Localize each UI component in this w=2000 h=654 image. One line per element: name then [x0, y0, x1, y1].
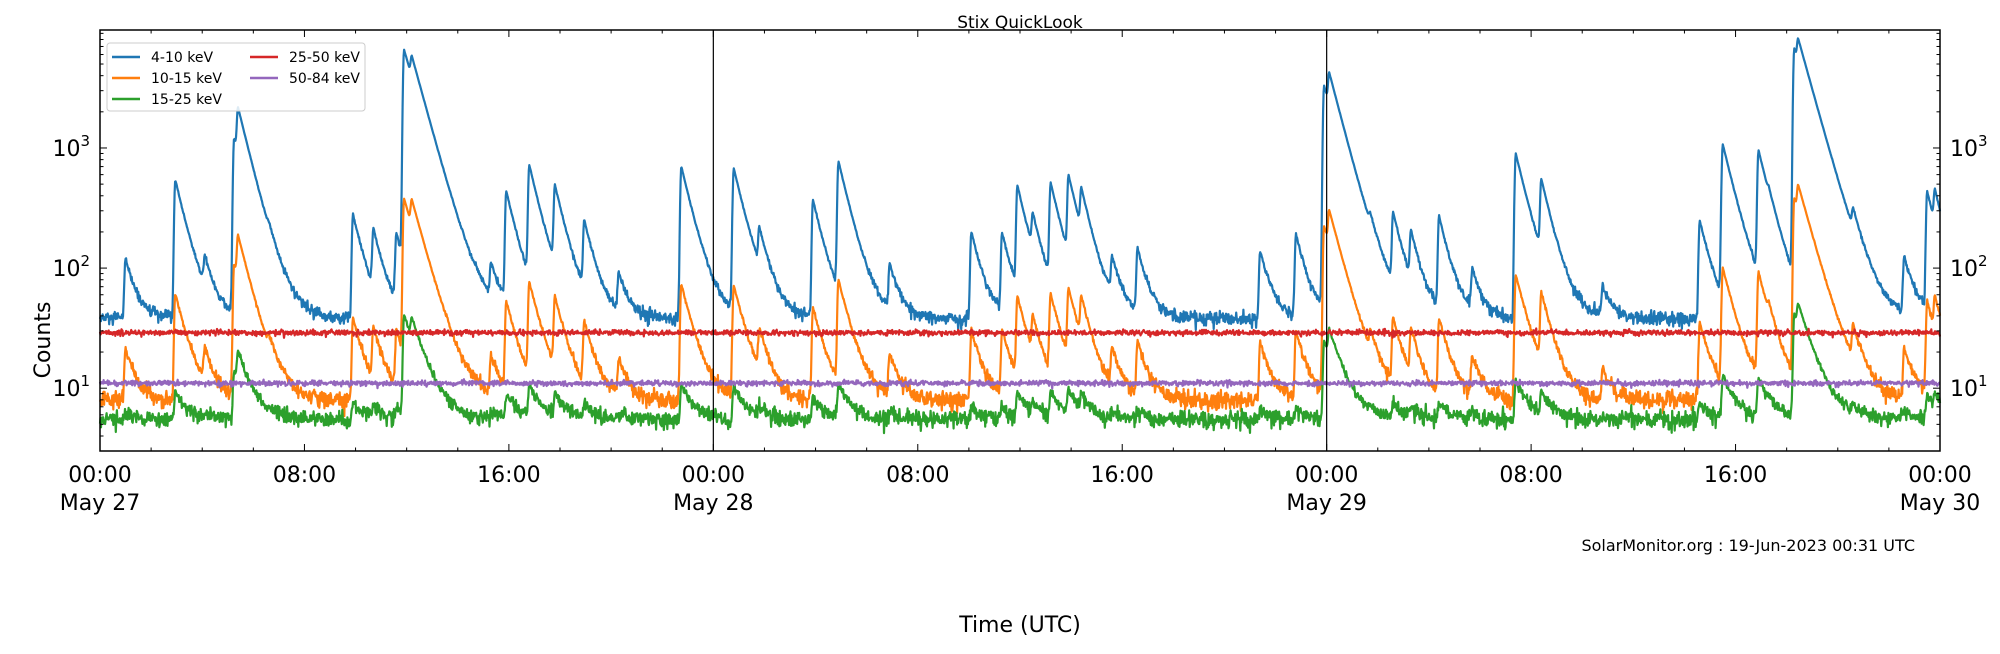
y-tick-base: 10	[52, 377, 80, 402]
y-tick-exponent: 1	[1978, 372, 1988, 390]
x-tick-date-label: May 29	[1286, 491, 1366, 516]
y-tick-exponent: 3	[80, 132, 90, 150]
legend-label: 10-15 keV	[151, 71, 222, 87]
y-tick-base: 10	[52, 257, 80, 282]
x-tick-label: 00:00	[682, 463, 745, 488]
x-axis-label: Time (UTC)	[958, 613, 1081, 638]
y-tick-base: 10	[52, 137, 80, 162]
y-tick-label: 103	[52, 132, 90, 162]
x-tick-label: 08:00	[273, 463, 336, 488]
x-tick-date-label: May 28	[673, 491, 753, 516]
series-line-15-25-kev	[98, 302, 1942, 435]
y-axis-label: Counts	[31, 302, 56, 379]
y-tick-label-right: 101	[1950, 372, 1988, 402]
x-tick-date-label: May 30	[1900, 491, 1980, 516]
legend-label: 50-84 keV	[289, 71, 360, 87]
x-tick-label: 00:00	[68, 463, 131, 488]
y-tick-base: 10	[1950, 137, 1978, 162]
legend-label: 25-50 keV	[289, 50, 360, 66]
legend-label: 15-25 keV	[151, 92, 222, 108]
y-tick-label-right: 103	[1950, 132, 1988, 162]
chart-title: Stix QuickLook	[957, 13, 1083, 33]
series-line-25-50-kev	[98, 327, 1942, 339]
x-tick-label: 16:00	[1091, 463, 1154, 488]
axes: 00:00 May 27 08:00 16:00 00:00 May 28 08:00 16:…	[52, 29, 1988, 516]
legend-box	[106, 42, 366, 112]
y-tick-exponent: 1	[80, 372, 90, 390]
x-tick-label: 08:00	[1499, 463, 1562, 488]
x-tick-label: 16:00	[1704, 463, 1767, 488]
y-tick-exponent: 2	[80, 252, 90, 270]
y-tick-label-right: 102	[1950, 252, 1988, 282]
y-tick-exponent: 2	[1978, 252, 1988, 270]
y-tick-exponent: 3	[1978, 132, 1988, 150]
plot-area	[98, 37, 1942, 435]
x-tick-label: 08:00	[886, 463, 949, 488]
y-tick-label: 101	[52, 372, 90, 402]
y-tick-base: 10	[1950, 257, 1978, 282]
x-tick-label: 16:00	[477, 463, 540, 488]
series-line-50-84-kev	[98, 378, 1941, 390]
series-line-10-15-kev	[98, 183, 1942, 418]
legend: 4-10 keV 10-15 keV 15-25 keV 25-50 keV 50-84…	[106, 42, 366, 112]
legend-label: 4-10 keV	[151, 50, 213, 66]
series-line-4-10-kev	[98, 37, 1942, 332]
y-tick-base: 10	[1950, 377, 1978, 402]
x-tick-label: 00:00	[1295, 463, 1358, 488]
watermark-annotation: SolarMonitor.org : 19-Jun-2023 00:31 UTC	[1581, 536, 1915, 555]
x-tick-date-label: May 27	[60, 491, 140, 516]
x-tick-label: 00:00	[1908, 463, 1971, 488]
y-tick-label: 102	[52, 252, 90, 282]
